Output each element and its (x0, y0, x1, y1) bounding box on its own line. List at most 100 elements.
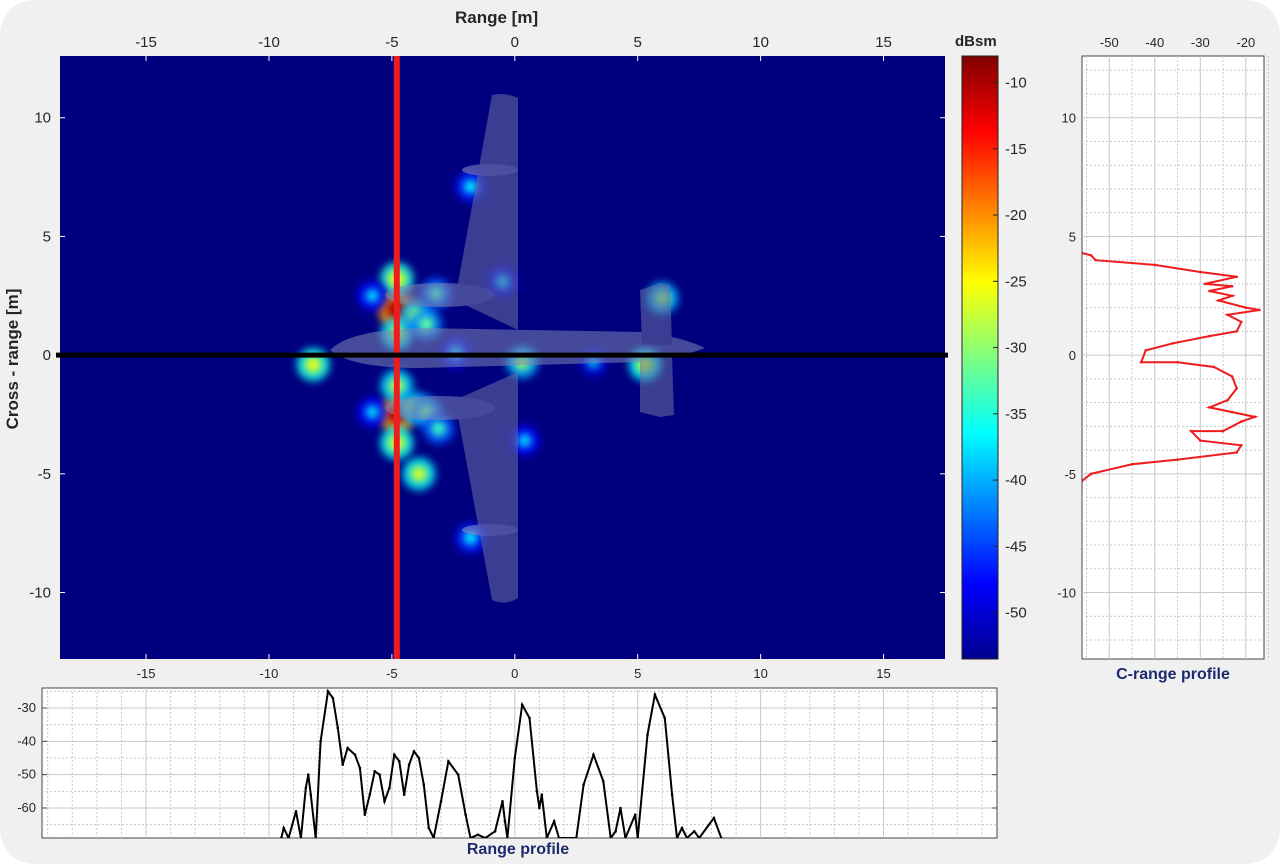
crange-profile-point (1212, 365, 1216, 369)
range-y-tick-label: -60 (17, 800, 36, 815)
crange-x-tick-label: -40 (1145, 35, 1164, 50)
crange-profile-point (1239, 320, 1243, 324)
range-profile-point (557, 836, 561, 838)
crange-profile-point (1082, 251, 1084, 255)
range-profile-point (304, 786, 308, 790)
y-tick-label: 10 (34, 110, 51, 127)
range-profile-point (402, 793, 406, 796)
range-profile-point (614, 830, 617, 833)
range-profile-point (346, 746, 349, 750)
x-tick-label-top: -10 (258, 34, 280, 51)
crange-profile-point (1208, 334, 1211, 338)
range-profile-point (393, 753, 396, 756)
crange-profile-point (1094, 258, 1097, 262)
crange-profile-point (1244, 306, 1248, 309)
range-profile-point (609, 836, 612, 838)
range-profile-point (282, 826, 286, 830)
crange-y-tick-label: -10 (1057, 586, 1076, 601)
crange-profile-point (1082, 479, 1084, 483)
crange-profile-point (1235, 451, 1238, 454)
range-profile-point (506, 836, 509, 838)
crange-profile-point (1208, 406, 1211, 409)
x-tick-label-bottom: -5 (386, 666, 398, 681)
x-tick-label-bottom: 10 (753, 666, 767, 681)
range-profile-point (373, 770, 376, 773)
crange-profile-point (1239, 420, 1243, 423)
crange-profile-point (1199, 270, 1202, 274)
colorbar-tick-label: -20 (1005, 207, 1027, 224)
colorbar-ticks: -10 -15 -20 -25 -30 -35 -40 -45 -50 (993, 75, 1027, 622)
crange-profile-point (1208, 289, 1211, 293)
range-profile-point (503, 820, 507, 823)
range-y-tick-label: -50 (17, 767, 36, 782)
range-profile-point (353, 753, 357, 756)
crange-y-tick-label: 10 (1062, 111, 1076, 126)
crange-profile-point (1230, 375, 1234, 378)
crange-y-tick-label: 5 (1069, 229, 1076, 244)
range-profile-point (552, 820, 556, 823)
range-profile-series (279, 688, 723, 838)
crange-profile-point (1235, 275, 1238, 279)
x-tick-label-top: 10 (752, 34, 769, 51)
crange-profile-title: C-range profile (1116, 666, 1230, 683)
y-tick-label: -10 (29, 585, 51, 602)
range-profile-point (378, 773, 381, 776)
range-profile-point (397, 760, 401, 763)
hotspot (305, 356, 322, 373)
range-profile-point (540, 793, 544, 796)
range-profile-point (712, 816, 716, 820)
range-profile-point (483, 836, 487, 838)
x-tick-label-bottom: -10 (260, 666, 279, 681)
crange-profile-point (1189, 429, 1193, 433)
crange-profile-point (1239, 444, 1243, 447)
crange-profile-point (1230, 284, 1234, 288)
crange-profile-point (1235, 387, 1238, 390)
crange-profile-point (1171, 341, 1175, 345)
crange-profile-point (1230, 410, 1234, 414)
crange-profile-point (1217, 299, 1220, 302)
range-profile-point (493, 830, 497, 833)
range-profile-point (358, 766, 362, 770)
colorbar-tick-label: -35 (1005, 406, 1027, 423)
hotspot (431, 421, 446, 436)
crange-profile-point (1253, 415, 1257, 419)
x-axis-title: Range [m] (455, 8, 539, 27)
crange-profile-point (1221, 429, 1225, 433)
range-profile-point (417, 756, 421, 760)
crange-x-tick-label: -50 (1100, 35, 1119, 50)
crange-profile-plot (1081, 55, 1265, 660)
range-profile-point (432, 836, 435, 838)
crange-y-tick-label: 0 (1069, 348, 1076, 363)
x-tick-label-top: -5 (385, 34, 398, 51)
range-profile-point (653, 693, 657, 696)
crange-profile-point (1144, 349, 1147, 352)
range-profile-point (422, 783, 426, 786)
range-profile-point (294, 810, 298, 813)
x-tick-label-top: 15 (875, 34, 892, 51)
range-profile-point (469, 836, 472, 838)
range-profile-point (363, 813, 367, 816)
crange-profile-point (1176, 458, 1179, 461)
crange-y-tick-label: -5 (1064, 467, 1076, 482)
crange-profile-point (1089, 254, 1093, 257)
colorbar-tick-label: -10 (1005, 75, 1027, 92)
range-profile-point (719, 836, 723, 838)
range-profile-point (619, 806, 622, 810)
aircraft-silhouette (330, 94, 705, 603)
range-profile-point (314, 836, 317, 838)
colorbar-title: dBsm (955, 33, 997, 50)
colorbar-tick-label: -50 (1005, 605, 1027, 622)
range-profile-point (582, 783, 585, 786)
range-profile-point (520, 703, 524, 706)
range-profile-point (299, 836, 303, 838)
range-profile-point (279, 836, 283, 838)
crange-profile-point (1203, 282, 1207, 286)
colorbar (961, 55, 999, 660)
crange-profile-point (1226, 398, 1229, 402)
crange-profile-series (1082, 251, 1261, 483)
range-profile-point (538, 806, 541, 810)
crange-profile-point (1258, 308, 1261, 312)
range-profile-point (447, 760, 450, 763)
range-profile-point (326, 690, 330, 693)
